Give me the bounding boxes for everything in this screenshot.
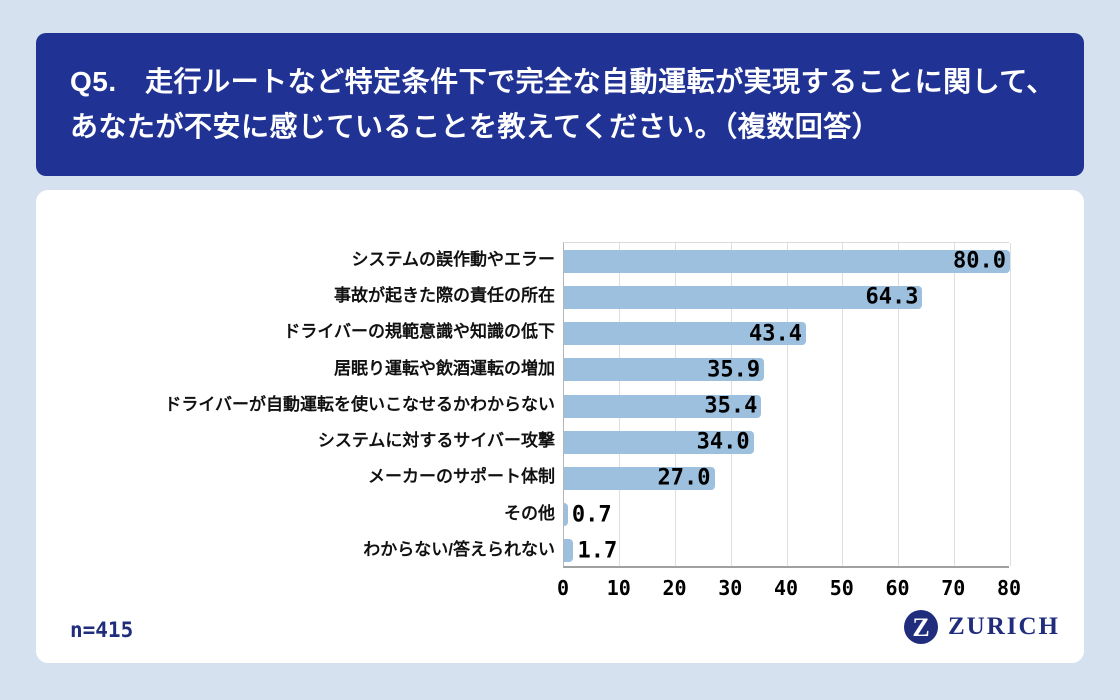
x-axis: 0 10 20 30 40 50 60 70 80 <box>557 576 1021 602</box>
bar-value-label: 0.7 <box>571 502 612 528</box>
bar-value-label: 43.4 <box>748 321 802 347</box>
bar-value-label: 64.3 <box>865 284 919 310</box>
category-label: メーカーのサポート体制 <box>368 467 555 487</box>
bar <box>564 322 806 346</box>
category-label: その他 <box>504 503 555 523</box>
bar <box>564 358 765 382</box>
x-tick-label: 40 <box>773 576 799 600</box>
chart-card: システムの誤作動やエラー事故が起きた際の責任の所在ドライバーの規範意識や知識の低… <box>36 190 1084 663</box>
bar <box>564 430 754 454</box>
zurich-z-letter: Z <box>912 613 929 642</box>
x-tick-label: 30 <box>718 576 743 600</box>
question-text-line1: Q5. 走行ルートなど特定条件下で完全な自動運転が実現することに関して、 <box>70 66 1055 97</box>
category-label: ドライバーの規範意識や知識の低下 <box>283 322 555 342</box>
gridline <box>953 243 955 566</box>
bar <box>564 249 1010 273</box>
gridline <box>898 243 899 566</box>
zurich-logo: Z ZURICH <box>903 610 1060 644</box>
category-labels: システムの誤作動やエラー事故が起きた際の責任の所在ドライバーの規範意識や知識の低… <box>50 242 555 568</box>
gridline <box>786 243 788 566</box>
bar-value-label: 35.4 <box>704 393 758 419</box>
gridline <box>1009 243 1011 566</box>
category-label: ドライバーが自動運転を使いこなせるかわからない <box>164 394 555 414</box>
zurich-wordmark: ZURICH <box>947 613 1060 640</box>
x-tick-label: 20 <box>662 576 687 600</box>
bar <box>564 285 923 309</box>
zurich-z-icon: Z <box>903 610 938 644</box>
category-label: 居眠り運転や飲酒運転の増加 <box>334 358 555 378</box>
x-tick-label: 70 <box>941 576 966 600</box>
question-header: Q5. 走行ルートなど特定条件下で完全な自動運転が実現することに関して、 あなた… <box>36 33 1084 176</box>
category-label: わからない/答えられない <box>363 539 555 559</box>
bar-value-label: 80.0 <box>953 248 1006 274</box>
x-tick-label: 80 <box>996 576 1022 600</box>
bar-value-label: 35.9 <box>707 357 761 383</box>
bar <box>564 503 568 527</box>
x-tick-label: 0 <box>556 576 570 600</box>
bar <box>564 539 574 563</box>
gridline <box>842 243 844 566</box>
sample-size-label: n=415 <box>70 618 134 642</box>
x-tick-label: 50 <box>829 576 854 600</box>
bar-value-label: 27.0 <box>657 465 711 491</box>
x-tick-label: 10 <box>606 576 631 600</box>
x-tick-label: 60 <box>885 576 910 600</box>
category-label: システムに対するサイバー攻撃 <box>317 431 555 451</box>
category-label: システムの誤作動やエラー <box>351 250 556 269</box>
bar-value-label: 34.0 <box>696 429 750 455</box>
question-text-line2: あなたが不安に感じていることを教えてください。（複数回答） <box>70 111 881 142</box>
plot-area: 80.0 64.3 43.4 35.9 35.4 34.0 27.0 0.7 1.7 <box>563 242 1011 568</box>
bar-value-label: 1.7 <box>577 538 618 564</box>
bar <box>564 394 762 418</box>
bar <box>564 466 715 490</box>
category-label: 事故が起きた際の責任の所在 <box>334 286 555 306</box>
